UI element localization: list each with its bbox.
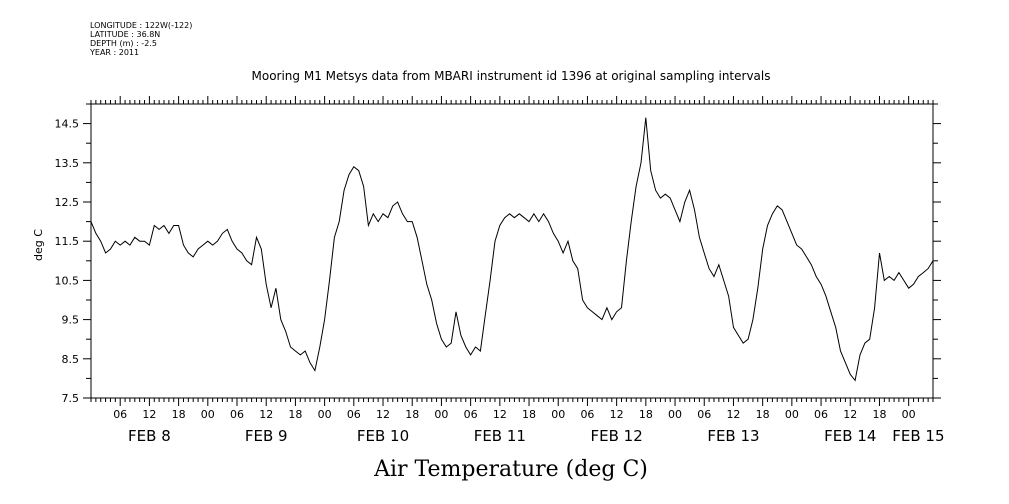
x-hour-label: 12 <box>610 408 624 421</box>
x-axis-label: Air Temperature (deg C) <box>373 457 648 482</box>
y-axis-label: deg C <box>32 229 45 261</box>
x-hour-label: 18 <box>872 408 886 421</box>
y-tick-label: 10.5 <box>55 274 80 287</box>
x-hour-label: 12 <box>843 408 857 421</box>
x-hour-label: 18 <box>756 408 770 421</box>
y-tick-label: 11.5 <box>55 235 80 248</box>
x-hour-label: 00 <box>551 408 565 421</box>
x-date-label: FEB 13 <box>707 427 759 445</box>
series-line <box>90 117 934 382</box>
x-hour-label: 18 <box>522 408 536 421</box>
x-hour-label: 18 <box>172 408 186 421</box>
x-hour-label: 00 <box>902 408 916 421</box>
x-date-label: FEB 14 <box>824 427 876 445</box>
year-label: YEAR : 2011 <box>90 48 140 57</box>
x-hour-label: 12 <box>726 408 740 421</box>
x-date-label: FEB 11 <box>474 427 526 445</box>
x-hour-label: 12 <box>259 408 273 421</box>
x-hour-label: 06 <box>230 408 244 421</box>
x-hour-label: 06 <box>464 408 478 421</box>
x-hour-label: 18 <box>405 408 419 421</box>
x-hour-label: 00 <box>318 408 332 421</box>
x-axis: 06 12 18 00 06 12 18 00 06 12 18 00 06 12 18 00 06 12 18 00… <box>113 408 944 445</box>
x-date-label: FEB 15 <box>892 427 944 445</box>
x-date-label: FEB 12 <box>591 427 643 445</box>
x-hour-label: 06 <box>697 408 711 421</box>
chart-title: Mooring M1 Metsys data from MBARI instru… <box>252 69 771 83</box>
x-hour-label: 00 <box>785 408 799 421</box>
y-tick-label: 7.5 <box>62 392 80 405</box>
x-hour-label: 06 <box>113 408 127 421</box>
x-hour-label: 06 <box>580 408 594 421</box>
x-hour-label: 18 <box>288 408 302 421</box>
x-date-label: FEB 10 <box>357 427 409 445</box>
y-tick-label: 13.5 <box>55 157 80 170</box>
x-hour-label: 00 <box>668 408 682 421</box>
x-hour-label: 00 <box>434 408 448 421</box>
plot-border <box>90 103 934 399</box>
metadata-block: LONGITUDE : 122W(-122) LATITUDE : 36.8N … <box>90 21 192 57</box>
plot-frame <box>90 96 934 406</box>
y-tick-label: 8.5 <box>62 353 80 366</box>
series-layer <box>90 117 934 382</box>
latitude-label: LATITUDE : 36.8N <box>90 30 161 39</box>
x-hour-label: 00 <box>201 408 215 421</box>
longitude-label: LONGITUDE : 122W(-122) <box>90 21 193 30</box>
x-hour-label: 12 <box>376 408 390 421</box>
y-tick-label: 14.5 <box>55 118 80 131</box>
x-hour-label: 12 <box>493 408 507 421</box>
y-axis: 7.5 8.5 9.5 10.5 11.5 12.5 13.5 14.5 <box>55 103 941 405</box>
x-hour-label: 06 <box>814 408 828 421</box>
x-hour-label: 06 <box>347 408 361 421</box>
y-tick-label: 12.5 <box>55 196 80 209</box>
x-date-label: FEB 8 <box>128 427 171 445</box>
x-date-label: FEB 9 <box>245 427 288 445</box>
x-hour-label: 12 <box>142 408 156 421</box>
x-hour-label: 18 <box>639 408 653 421</box>
y-tick-label: 9.5 <box>62 314 80 327</box>
depth-label: DEPTH (m) : -2.5 <box>90 39 157 48</box>
